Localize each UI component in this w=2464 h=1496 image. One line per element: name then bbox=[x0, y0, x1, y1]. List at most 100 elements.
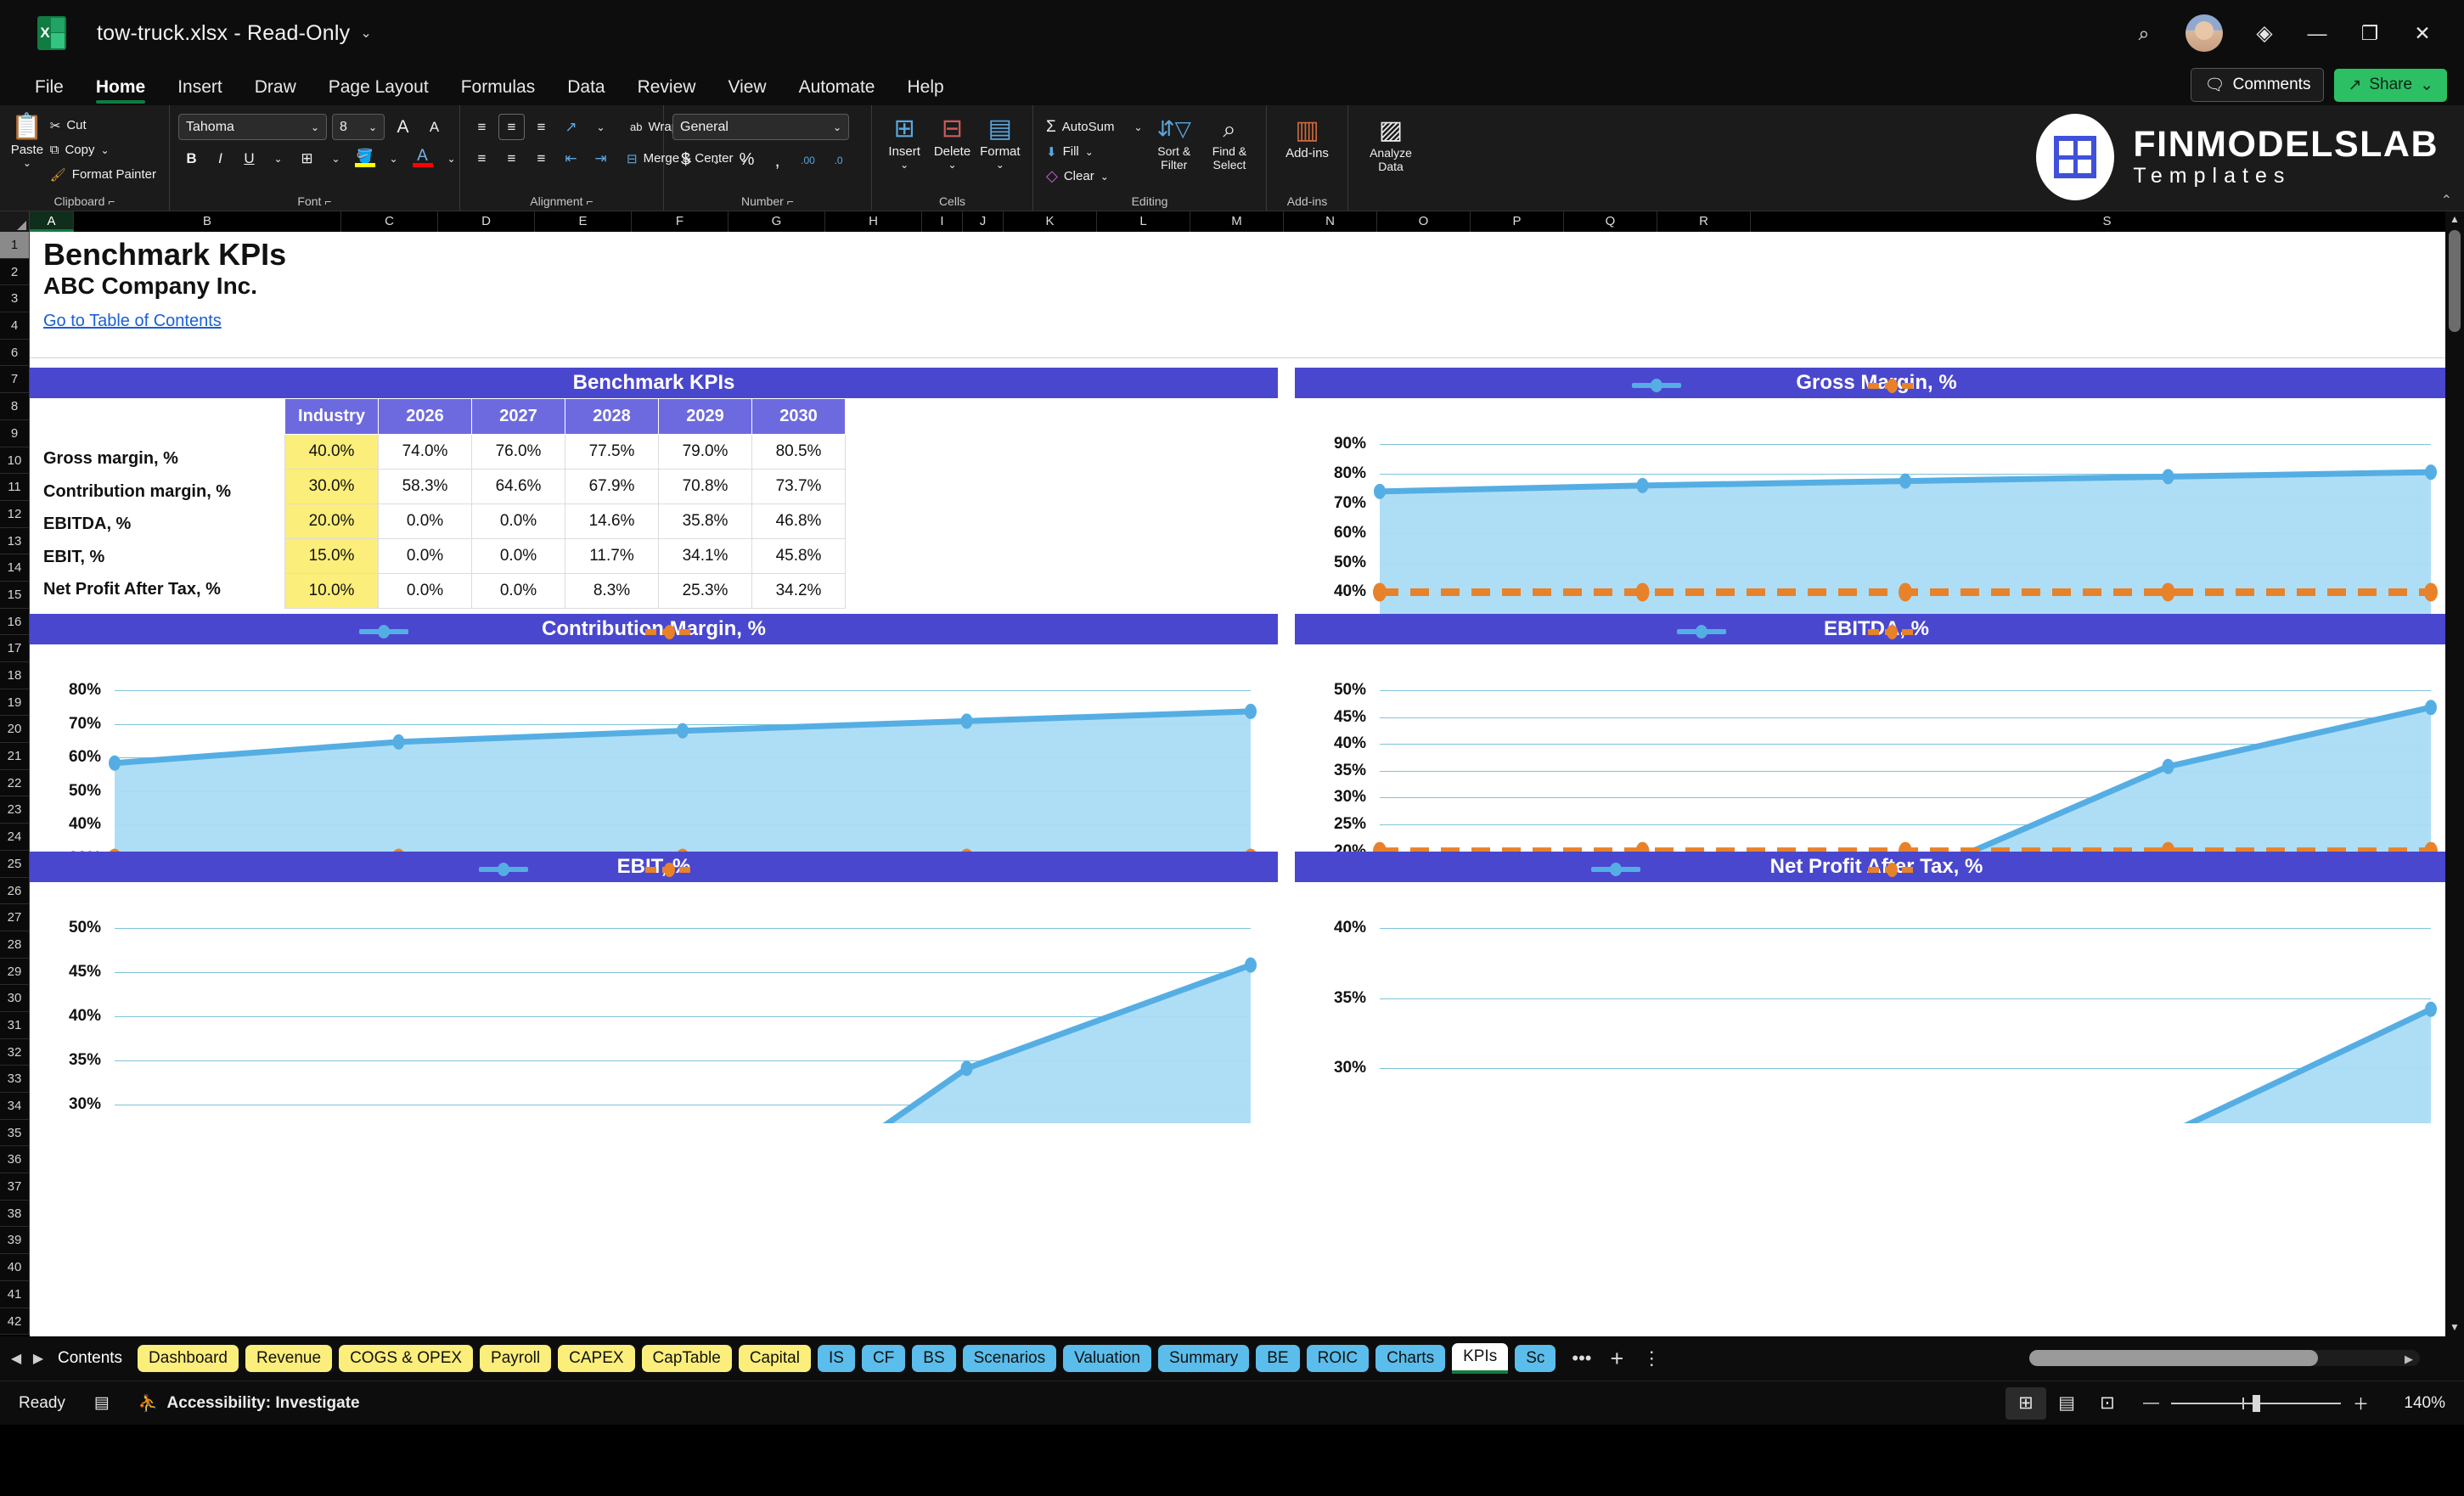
column-header-C[interactable]: C bbox=[341, 211, 438, 232]
cut-button[interactable]: ✂ Cut bbox=[46, 113, 160, 138]
search-icon[interactable]: ⌕ bbox=[2138, 21, 2150, 44]
column-header-G[interactable]: G bbox=[729, 211, 825, 232]
more-sheets-icon[interactable]: ••• bbox=[1572, 1347, 1592, 1369]
row-header-4[interactable]: 4 bbox=[0, 312, 30, 340]
scroll-down-arrow-icon[interactable]: ▼ bbox=[2450, 1321, 2460, 1333]
row-header-28[interactable]: 28 bbox=[0, 931, 30, 959]
number-format-select[interactable]: General ⌄ bbox=[672, 114, 849, 140]
tab-formulas[interactable]: Formulas bbox=[460, 77, 536, 97]
column-header-Q[interactable]: Q bbox=[1564, 211, 1657, 232]
tab-draw[interactable]: Draw bbox=[254, 77, 296, 97]
row-header-26[interactable]: 26 bbox=[0, 877, 30, 905]
row-header-24[interactable]: 24 bbox=[0, 824, 30, 851]
tab-help[interactable]: Help bbox=[907, 77, 944, 97]
align-right-button[interactable]: ≡ bbox=[537, 149, 546, 166]
fill-button[interactable]: ⬇ Fill ⌄ bbox=[1042, 139, 1147, 164]
tab-view[interactable]: View bbox=[728, 77, 767, 97]
share-button[interactable]: ↗ Share ⌄ bbox=[2334, 68, 2447, 102]
sheet-tab-capex[interactable]: CAPEX bbox=[558, 1345, 635, 1372]
zoom-slider[interactable]: — ＋ bbox=[2143, 1392, 2369, 1414]
sort-filter-button[interactable]: ⇵▽ Sort & Filter bbox=[1147, 112, 1201, 172]
restore-button[interactable]: ❐ bbox=[2360, 21, 2379, 44]
chart-net-profit-after-tax[interactable]: Net Profit After Tax, %Net Profit After … bbox=[1295, 852, 2458, 1123]
row-header-21[interactable]: 21 bbox=[0, 743, 30, 770]
table-of-contents-link[interactable]: Go to Table of Contents bbox=[43, 312, 222, 330]
sheet-tab-be[interactable]: BE bbox=[1256, 1345, 1300, 1372]
close-button[interactable]: ✕ bbox=[2414, 21, 2431, 44]
sheet-canvas[interactable]: Benchmark KPIs ABC Company Inc. Go to Ta… bbox=[30, 232, 2464, 1336]
insert-cells-button[interactable]: ⊞ Insert ⌄ bbox=[880, 112, 928, 172]
orientation-chevron-down-icon[interactable]: ⌄ bbox=[596, 121, 605, 133]
clipboard-dialog-launcher-icon[interactable]: ⌐ bbox=[108, 194, 115, 208]
clear-button[interactable]: ◇ Clear ⌄ bbox=[1042, 164, 1147, 188]
number-dialog-launcher-icon[interactable]: ⌐ bbox=[786, 194, 794, 208]
row-header-41[interactable]: 41 bbox=[0, 1280, 30, 1308]
italic-button[interactable]: I bbox=[218, 149, 222, 166]
delete-cells-button[interactable]: ⊟ Delete ⌄ bbox=[928, 112, 976, 172]
row-header-13[interactable]: 13 bbox=[0, 527, 30, 555]
row-header-17[interactable]: 17 bbox=[0, 635, 30, 662]
column-header-P[interactable]: P bbox=[1471, 211, 1564, 232]
sheet-tab-bs[interactable]: BS bbox=[912, 1345, 956, 1372]
font-dialog-launcher-icon[interactable]: ⌐ bbox=[324, 194, 332, 208]
row-header-40[interactable]: 40 bbox=[0, 1254, 30, 1281]
column-header-O[interactable]: O bbox=[1377, 211, 1471, 232]
column-header-R[interactable]: R bbox=[1657, 211, 1751, 232]
comments-button[interactable]: 🗨 Comments bbox=[2191, 68, 2325, 102]
row-header-14[interactable]: 14 bbox=[0, 554, 30, 582]
row-header-15[interactable]: 15 bbox=[0, 581, 30, 609]
zoom-slider-thumb[interactable] bbox=[2252, 1394, 2260, 1412]
align-center-button[interactable]: ≡ bbox=[507, 149, 516, 166]
zoom-in-button[interactable]: ＋ bbox=[2352, 1396, 2369, 1414]
nav-last-sheet-icon[interactable]: ▶ bbox=[32, 1352, 44, 1366]
row-header-22[interactable]: 22 bbox=[0, 769, 30, 797]
sheet-tab-charts[interactable]: Charts bbox=[1375, 1345, 1446, 1372]
row-header-34[interactable]: 34 bbox=[0, 1093, 30, 1120]
column-header-N[interactable]: N bbox=[1284, 211, 1377, 232]
select-all-corner[interactable] bbox=[0, 211, 30, 232]
row-header-2[interactable]: 2 bbox=[0, 258, 30, 286]
column-header-A[interactable]: A bbox=[30, 211, 74, 232]
vertical-scroll-thumb[interactable] bbox=[2449, 230, 2461, 332]
tab-page-layout[interactable]: Page Layout bbox=[328, 77, 429, 97]
scroll-up-arrow-icon[interactable]: ▲ bbox=[2450, 213, 2460, 225]
font-color-chevron-down-icon[interactable]: ⌄ bbox=[447, 152, 456, 165]
format-cells-button[interactable]: ▤ Format ⌄ bbox=[976, 112, 1024, 172]
sheet-tab-cf[interactable]: CF bbox=[861, 1345, 906, 1372]
macro-record-button[interactable]: ▤ bbox=[94, 1393, 110, 1413]
column-header-K[interactable]: K bbox=[1004, 211, 1097, 232]
vertical-scrollbar[interactable]: ▲ ▼ bbox=[2445, 211, 2464, 1336]
comma-format-button[interactable]: , bbox=[774, 149, 780, 171]
column-header-D[interactable]: D bbox=[438, 211, 535, 232]
sheet-tab-roic[interactable]: ROIC bbox=[1306, 1345, 1370, 1372]
bold-button[interactable]: B bbox=[186, 149, 197, 166]
font-name-input[interactable]: Tahoma ⌄ bbox=[178, 114, 327, 140]
row-header-39[interactable]: 39 bbox=[0, 1227, 30, 1255]
tab-file[interactable]: File bbox=[35, 77, 64, 97]
row-header-10[interactable]: 10 bbox=[0, 447, 30, 475]
currency-chevron-down-icon[interactable]: ⌄ bbox=[712, 154, 721, 166]
row-header-16[interactable]: 16 bbox=[0, 608, 30, 636]
title-chevron-down-icon[interactable]: ⌄ bbox=[360, 26, 372, 41]
increase-indent-button[interactable]: ⇥ bbox=[594, 149, 607, 166]
add-sheet-button[interactable]: + bbox=[1610, 1345, 1624, 1371]
orientation-icon[interactable]: ↗ bbox=[565, 118, 577, 135]
row-header-32[interactable]: 32 bbox=[0, 1038, 30, 1066]
align-middle-button[interactable]: ≡ bbox=[498, 114, 525, 140]
row-header-35[interactable]: 35 bbox=[0, 1119, 30, 1147]
row-header-3[interactable]: 3 bbox=[0, 285, 30, 313]
diamond-icon[interactable]: ◈ bbox=[2256, 21, 2273, 45]
nav-first-sheet-icon[interactable]: ◀ bbox=[10, 1352, 22, 1366]
horizontal-scrollbar[interactable]: ▶ bbox=[2029, 1350, 2420, 1366]
alignment-dialog-launcher-icon[interactable]: ⌐ bbox=[586, 194, 593, 208]
sheet-options-icon[interactable]: ⋮ bbox=[1642, 1347, 1662, 1369]
column-header-S[interactable]: S bbox=[1751, 211, 2464, 232]
zoom-level-label[interactable]: 140% bbox=[2404, 1393, 2445, 1412]
column-header-F[interactable]: F bbox=[632, 211, 729, 232]
view-page-layout-button[interactable]: ▤ bbox=[2058, 1393, 2075, 1413]
fill-color-button[interactable]: 🪣 bbox=[356, 149, 374, 164]
view-page-break-button[interactable]: ⊡ bbox=[2100, 1393, 2115, 1413]
row-header-9[interactable]: 9 bbox=[0, 419, 30, 447]
row-header-1[interactable]: 1 bbox=[0, 232, 30, 259]
row-header-18[interactable]: 18 bbox=[0, 662, 30, 689]
